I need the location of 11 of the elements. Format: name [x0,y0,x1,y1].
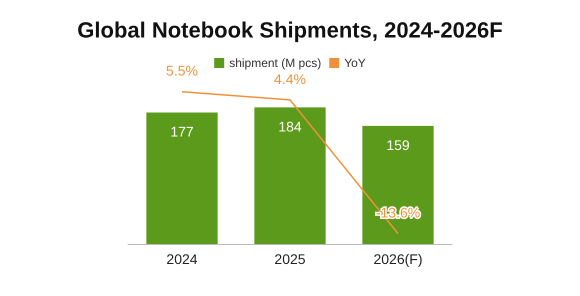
chart-title: Global Notebook Shipments, 2024-2026F [77,18,503,42]
data-label: 4.4% [274,70,306,87]
legend-label: shipment (M pcs) [229,56,322,70]
x-tick-label: 2025 [274,251,306,267]
legend-label: YoY [344,56,366,70]
data-label: 5.5% [166,62,198,79]
data-label: 177 [170,124,194,140]
data-label: 184 [278,118,302,134]
x-tick-label: 2024 [166,251,198,267]
x-tick-label: 2026(F) [373,251,423,267]
data-label: 159 [386,136,410,153]
